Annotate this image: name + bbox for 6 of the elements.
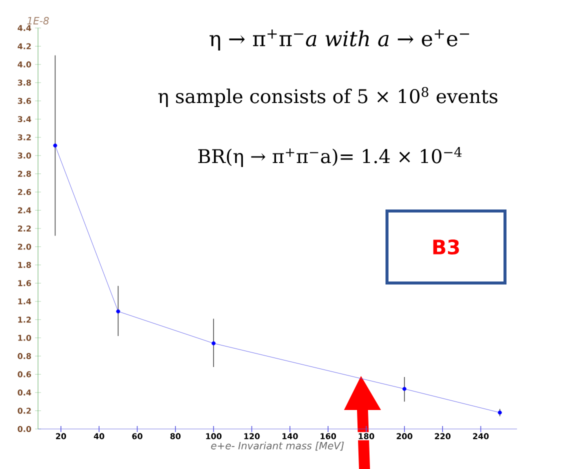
x-axis-title: e+e- Invariant mass [MeV]: [211, 442, 344, 451]
annotation: BR(η → π$^{+}$π$^{−}$a)= 1.4 × 10$^{−4}$: [198, 146, 462, 167]
annotation: B3: [433, 239, 459, 255]
chart-title: η → π$^{+}$π$^{−}$a with a → e$^{+}$e$^{−}$: [210, 29, 470, 51]
text: η sample consists of 5 × 10$^{8}$ events: [158, 86, 498, 107]
y-axis-title: 1E-8: [27, 16, 49, 24]
